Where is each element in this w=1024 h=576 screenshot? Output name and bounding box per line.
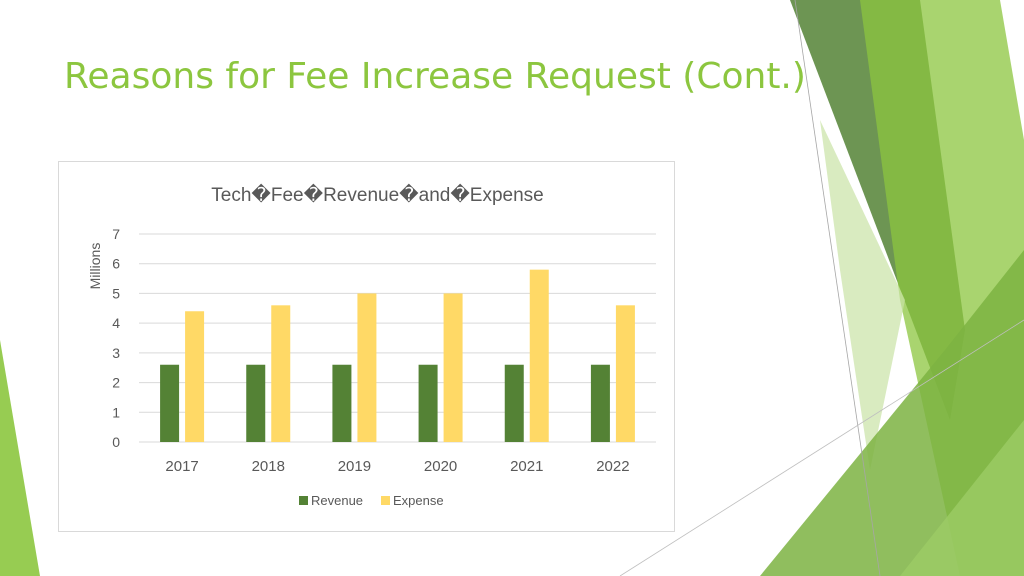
chart-title: Tech�Fee�Revenue�and�Expense (211, 183, 544, 206)
x-tick-label: 2019 (338, 458, 371, 475)
bar-expense-2022 (615, 305, 635, 442)
bar-expense-2019 (357, 293, 377, 442)
decor-line-a (794, 0, 881, 576)
y-tick-label: 1 (112, 404, 120, 420)
slide-title: Reasons for Fee Increase Request (Cont.) (64, 56, 806, 97)
legend-swatch-expense (381, 496, 390, 505)
bar-revenue-2018 (246, 364, 266, 442)
y-tick-label: 5 (112, 285, 120, 301)
bar-revenue-2022 (590, 364, 610, 442)
x-tick-label: 2022 (596, 458, 629, 475)
decor-shard-pale (820, 120, 905, 470)
bar-chart: Tech�Fee�Revenue�and�Expense Millions 0 1 2 3… (87, 183, 656, 508)
y-tick-label: 4 (112, 315, 120, 331)
legend-label-expense: Expense (393, 493, 444, 508)
chart-frame: Tech�Fee�Revenue�and�Expense Millions 0 1 2 3… (58, 161, 675, 532)
y-axis-label: Millions (87, 243, 103, 290)
y-tick-label: 3 (112, 345, 120, 361)
bar-expense-2021 (529, 269, 549, 442)
y-tick-label: 7 (112, 226, 120, 242)
bar-revenue-2019 (332, 364, 352, 442)
y-tick-label: 6 (112, 256, 120, 272)
bar-revenue-2021 (504, 364, 524, 442)
y-tick-label: 0 (112, 434, 120, 450)
bar-expense-2020 (443, 293, 463, 442)
y-tick-label: 2 (112, 375, 120, 391)
decor-left-shard (0, 340, 40, 576)
legend-label-revenue: Revenue (311, 493, 363, 508)
x-tick-label: 2020 (424, 458, 457, 475)
decor-shard-bottom (760, 250, 1024, 576)
x-tick-label: 2017 (165, 458, 198, 475)
decor-shard-bottom-light (900, 420, 1024, 576)
legend-swatch-revenue (299, 496, 308, 505)
x-tick-label: 2018 (252, 458, 285, 475)
bar-expense-2017 (185, 311, 205, 442)
bar-revenue-2017 (160, 364, 180, 442)
bar-expense-2018 (271, 305, 291, 442)
decor-line-b (619, 319, 1024, 576)
bar-revenue-2020 (418, 364, 438, 442)
x-tick-label: 2021 (510, 458, 543, 475)
